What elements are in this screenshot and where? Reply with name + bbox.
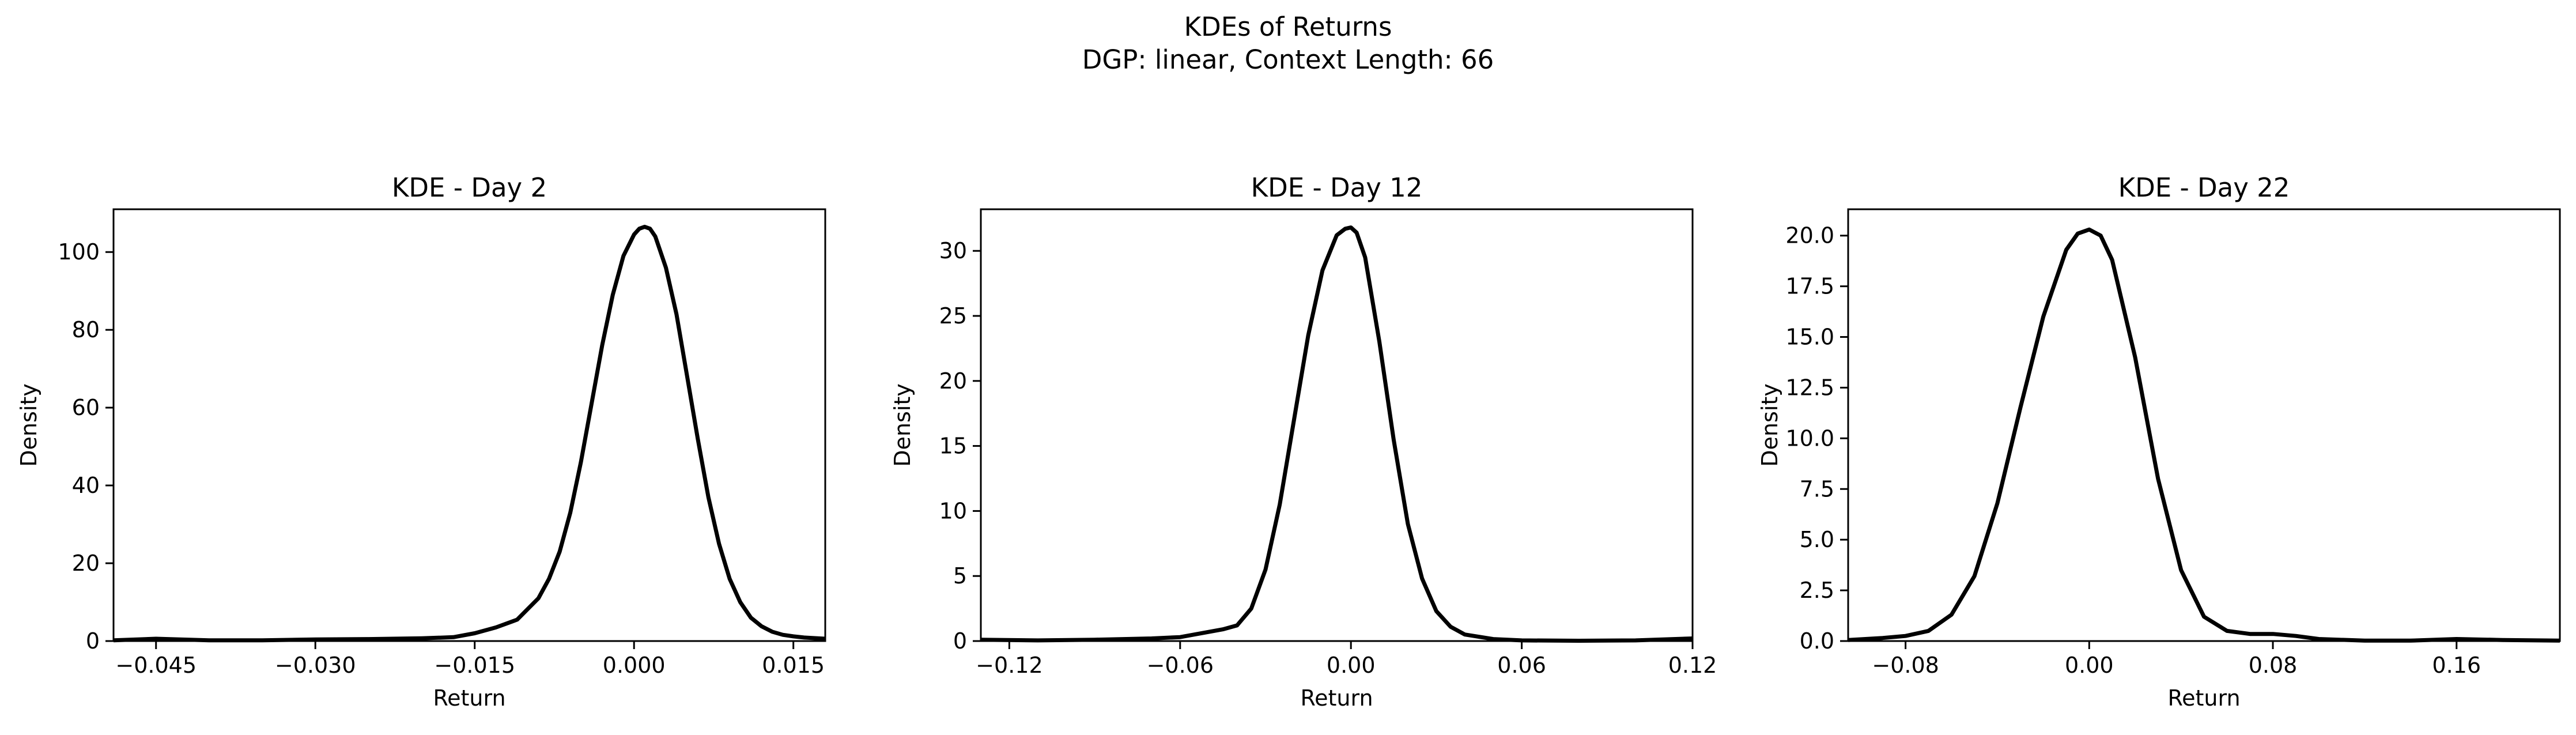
x-tick-label: −0.045 xyxy=(115,653,197,678)
y-tick-label: 20 xyxy=(939,368,967,394)
subplot-title: KDE - Day 12 xyxy=(1251,172,1423,203)
kde-line-1-1 xyxy=(113,224,826,643)
y-tick-label: 0 xyxy=(953,628,967,654)
x-tick-label: −0.12 xyxy=(976,653,1043,678)
subplot-1: −0.045 −0.030 −0.015 0.000 0.015 0 20 40 60 80 100… xyxy=(16,172,826,711)
y-tick-label: 5.0 xyxy=(1800,527,1834,552)
y-tick-label: 7.5 xyxy=(1800,476,1834,502)
y-tick-label: 0.0 xyxy=(1800,628,1834,654)
subplots-container: −0.045 −0.030 −0.015 0.000 0.015020406080100… xyxy=(16,172,2561,711)
y-tick-label: 60 xyxy=(72,395,100,420)
x-tick-label: 0.00 xyxy=(2065,653,2114,678)
y-tick-label: 100 xyxy=(58,239,100,265)
x-axis-label: Return xyxy=(433,685,505,711)
y-tick-label: 30 xyxy=(939,238,967,263)
figure-subtitle: DGP: linear, Context Length: 66 xyxy=(1082,44,1494,75)
x-tick-label: 0.16 xyxy=(2432,653,2481,678)
x-tick-label: 0.000 xyxy=(603,653,666,678)
subplot-3: −0.08 0.00 0.08 0.16 0.0 2.5 5.0 7.5 10.0 12.5 15.… xyxy=(1757,172,2561,711)
kde-line-2-1 xyxy=(980,225,1693,643)
x-axis-label: Return xyxy=(1300,685,1373,711)
y-tick-label: 15 xyxy=(939,434,967,459)
y-axis-label: Density xyxy=(1757,383,1782,466)
y-tick-label: 80 xyxy=(72,317,100,342)
y-tick-label: 2.5 xyxy=(1800,578,1834,603)
y-tick-label: 40 xyxy=(72,473,100,498)
y-axis-label: Density xyxy=(890,383,915,466)
axes-frame xyxy=(1847,208,2561,642)
x-tick-label: −0.030 xyxy=(275,653,356,678)
subplot-title: KDE - Day 22 xyxy=(2118,172,2290,203)
subplot-title: KDE - Day 2 xyxy=(392,172,547,203)
axes-frame xyxy=(980,208,1694,642)
x-axis-label: Return xyxy=(2167,685,2240,711)
y-tick-label: 5 xyxy=(953,563,967,589)
x-tick-label: −0.015 xyxy=(434,653,515,678)
y-tick-label: 20 xyxy=(72,551,100,576)
kde-line-3-1 xyxy=(1848,227,2560,643)
figure-title: KDEs of Returns xyxy=(1184,12,1392,42)
x-tick-label: −0.08 xyxy=(1872,653,1939,678)
y-tick-label: 17.5 xyxy=(1785,274,1834,299)
subplot-2: −0.12 −0.06 0.00 0.06 0.12 0 5 10 15 20 25 30 KDE - … xyxy=(890,172,1717,711)
x-tick-label: 0.08 xyxy=(2249,653,2298,678)
x-tick-label: 0.12 xyxy=(1668,653,1717,678)
y-tick-label: 10 xyxy=(939,498,967,523)
x-tick-label: 0.06 xyxy=(1497,653,1546,678)
axes-frame xyxy=(112,208,826,642)
y-tick-label: 0 xyxy=(86,628,100,654)
y-tick-label: 20.0 xyxy=(1785,223,1834,248)
y-axis-label: Density xyxy=(16,383,41,466)
y-tick-label: 25 xyxy=(939,303,967,329)
x-tick-label: 0.015 xyxy=(762,653,825,678)
x-tick-label: 0.00 xyxy=(1327,653,1376,678)
y-tick-label: 12.5 xyxy=(1785,375,1834,400)
y-tick-label: 10.0 xyxy=(1785,425,1834,451)
y-tick-label: 15.0 xyxy=(1785,325,1834,350)
x-tick-label: −0.06 xyxy=(1147,653,1214,678)
